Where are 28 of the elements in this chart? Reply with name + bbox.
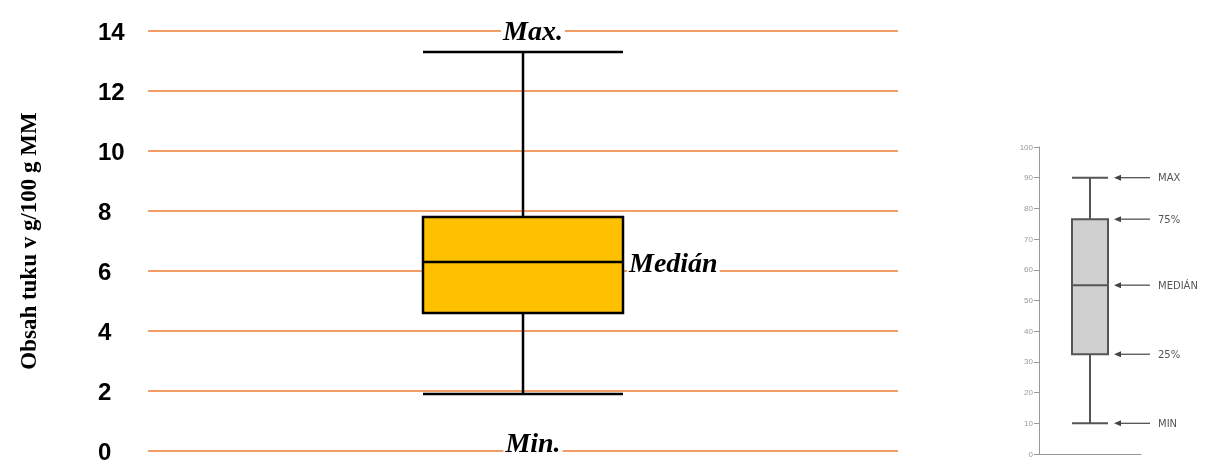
text: MAX: [1158, 172, 1181, 184]
y-tick-label: 40: [1024, 326, 1034, 336]
text: MEDIÁN: [1158, 278, 1198, 291]
y-tick-label: 10: [98, 137, 125, 165]
y-tick-label: 30: [1024, 357, 1034, 367]
y-tick-label: 90: [1024, 173, 1034, 183]
y-tick-label: 8: [98, 197, 112, 225]
y-tick-label: 0: [1028, 449, 1034, 459]
y-tick-label: 80: [1024, 203, 1034, 213]
y-tick-label: 20: [1024, 388, 1034, 398]
y-tick-label: 2: [98, 377, 112, 405]
text: 25%: [1158, 348, 1181, 360]
y-tick-label: 50: [1024, 296, 1034, 305]
annotation: Max.: [502, 14, 563, 46]
y-tick-label: 14: [98, 17, 126, 45]
y-tick-label: 10: [1024, 418, 1034, 428]
y-tick-label: 70: [1024, 234, 1034, 244]
y-tick-label: 12: [98, 77, 125, 105]
y-tick-label: 6: [98, 257, 112, 285]
text: 75%: [1158, 213, 1181, 225]
y-tick-label: 0: [98, 437, 112, 463]
y-axis-title: Obsah tuku v g/100 g MM: [16, 111, 41, 370]
text: MIN: [1158, 417, 1178, 429]
annotation: Medián: [628, 246, 718, 278]
y-tick-label: 60: [1024, 265, 1034, 275]
annotation: Min.: [504, 426, 561, 458]
y-tick-label: 100: [1019, 142, 1034, 152]
y-tick-label: 4: [98, 317, 112, 345]
